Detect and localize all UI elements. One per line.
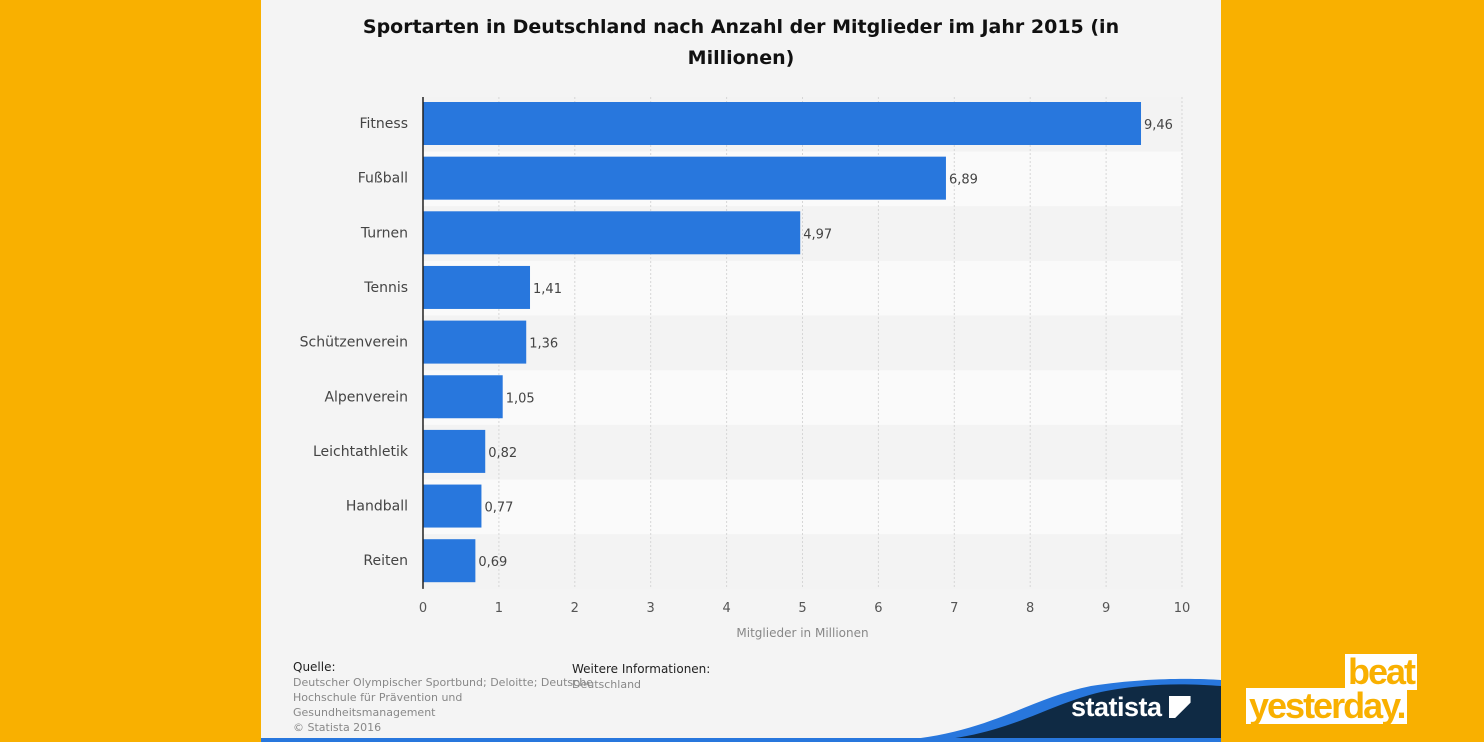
category-label: Turnen [360, 225, 408, 241]
category-label: Alpenverein [324, 389, 408, 405]
x-tick-label: 8 [1026, 601, 1034, 616]
bar [423, 156, 946, 200]
x-tick-label: 2 [571, 601, 579, 616]
x-tick-label: 6 [874, 601, 882, 616]
data-label: 4,97 [803, 227, 832, 242]
category-label: Handball [346, 499, 408, 515]
x-tick-label: 7 [950, 601, 958, 616]
title-line: Sportarten in Deutschland nach Anzahl de… [362, 16, 1120, 38]
bar [423, 539, 476, 583]
x-tick-label: 0 [419, 601, 427, 616]
title-line: Millionen) [687, 47, 795, 69]
data-label: 6,89 [949, 173, 978, 188]
info-block: Weitere Informationen: Deutschland [572, 662, 710, 692]
statista-wave [261, 678, 1221, 742]
bar [423, 320, 527, 364]
statista-logo: statista [1071, 692, 1191, 723]
bar [423, 102, 1142, 145]
category-label: Tennis [363, 280, 408, 296]
copyright: © Statista 2016 [293, 721, 382, 734]
bar [423, 484, 482, 528]
x-tick-label: 9 [1102, 601, 1110, 616]
bar [423, 265, 531, 309]
data-label: 0,77 [484, 501, 513, 516]
bar-chart: 0 1 2 3 4 5 6 7 8 9 10 9,46 Fitness 6,89 Fußball 4,97 Tu… [300, 97, 1191, 640]
bar [423, 211, 801, 255]
bar [423, 429, 486, 473]
beat-yesterday-logo-yesterday: yesterday. [1246, 688, 1408, 724]
source-line: Gesundheitsmanagement [293, 706, 436, 719]
data-label: 1,05 [506, 391, 535, 406]
info-heading: Weitere Informationen: [572, 662, 711, 676]
source-line: Deutscher Olympischer Sportbund; Deloitt… [293, 676, 593, 689]
chart-panel: 0 1 2 3 4 5 6 7 8 9 10 9,46 Fitness 6,89 Fußball 4,97 Tu… [261, 0, 1221, 742]
data-label: 0,69 [478, 555, 507, 570]
bar [423, 375, 503, 419]
data-label: 0,82 [488, 446, 517, 461]
beat-yesterday-logo-beat: beat [1345, 654, 1418, 690]
x-tick-label: 3 [647, 601, 655, 616]
source-block: Quelle: Deutscher Olympischer Sportbund;… [293, 660, 593, 735]
data-label: 1,36 [529, 337, 558, 352]
source-heading: Quelle: [293, 660, 336, 674]
statista-wordmark: statista [1071, 692, 1162, 722]
category-label: Fußball [358, 171, 408, 187]
data-label: 1,41 [533, 282, 562, 297]
info-text: Deutschland [572, 678, 642, 691]
source-line: Hochschule für Prävention und [293, 691, 463, 704]
category-label: Reiten [363, 553, 408, 569]
category-label: Fitness [360, 116, 409, 132]
x-tick-label: 10 [1174, 601, 1191, 616]
chart-title: Sportarten in Deutschland nach Anzahl de… [261, 12, 1221, 74]
data-label: 9,46 [1144, 118, 1173, 133]
x-tick-label: 5 [798, 601, 806, 616]
category-label: Schützenverein [300, 335, 408, 351]
statista-logo-icon [1168, 696, 1191, 718]
x-tick-label: 4 [722, 601, 730, 616]
x-tick-label: 1 [495, 601, 503, 616]
x-axis-label: Mitglieder in Millionen [736, 626, 868, 640]
category-label: Leichtathletik [313, 444, 409, 460]
